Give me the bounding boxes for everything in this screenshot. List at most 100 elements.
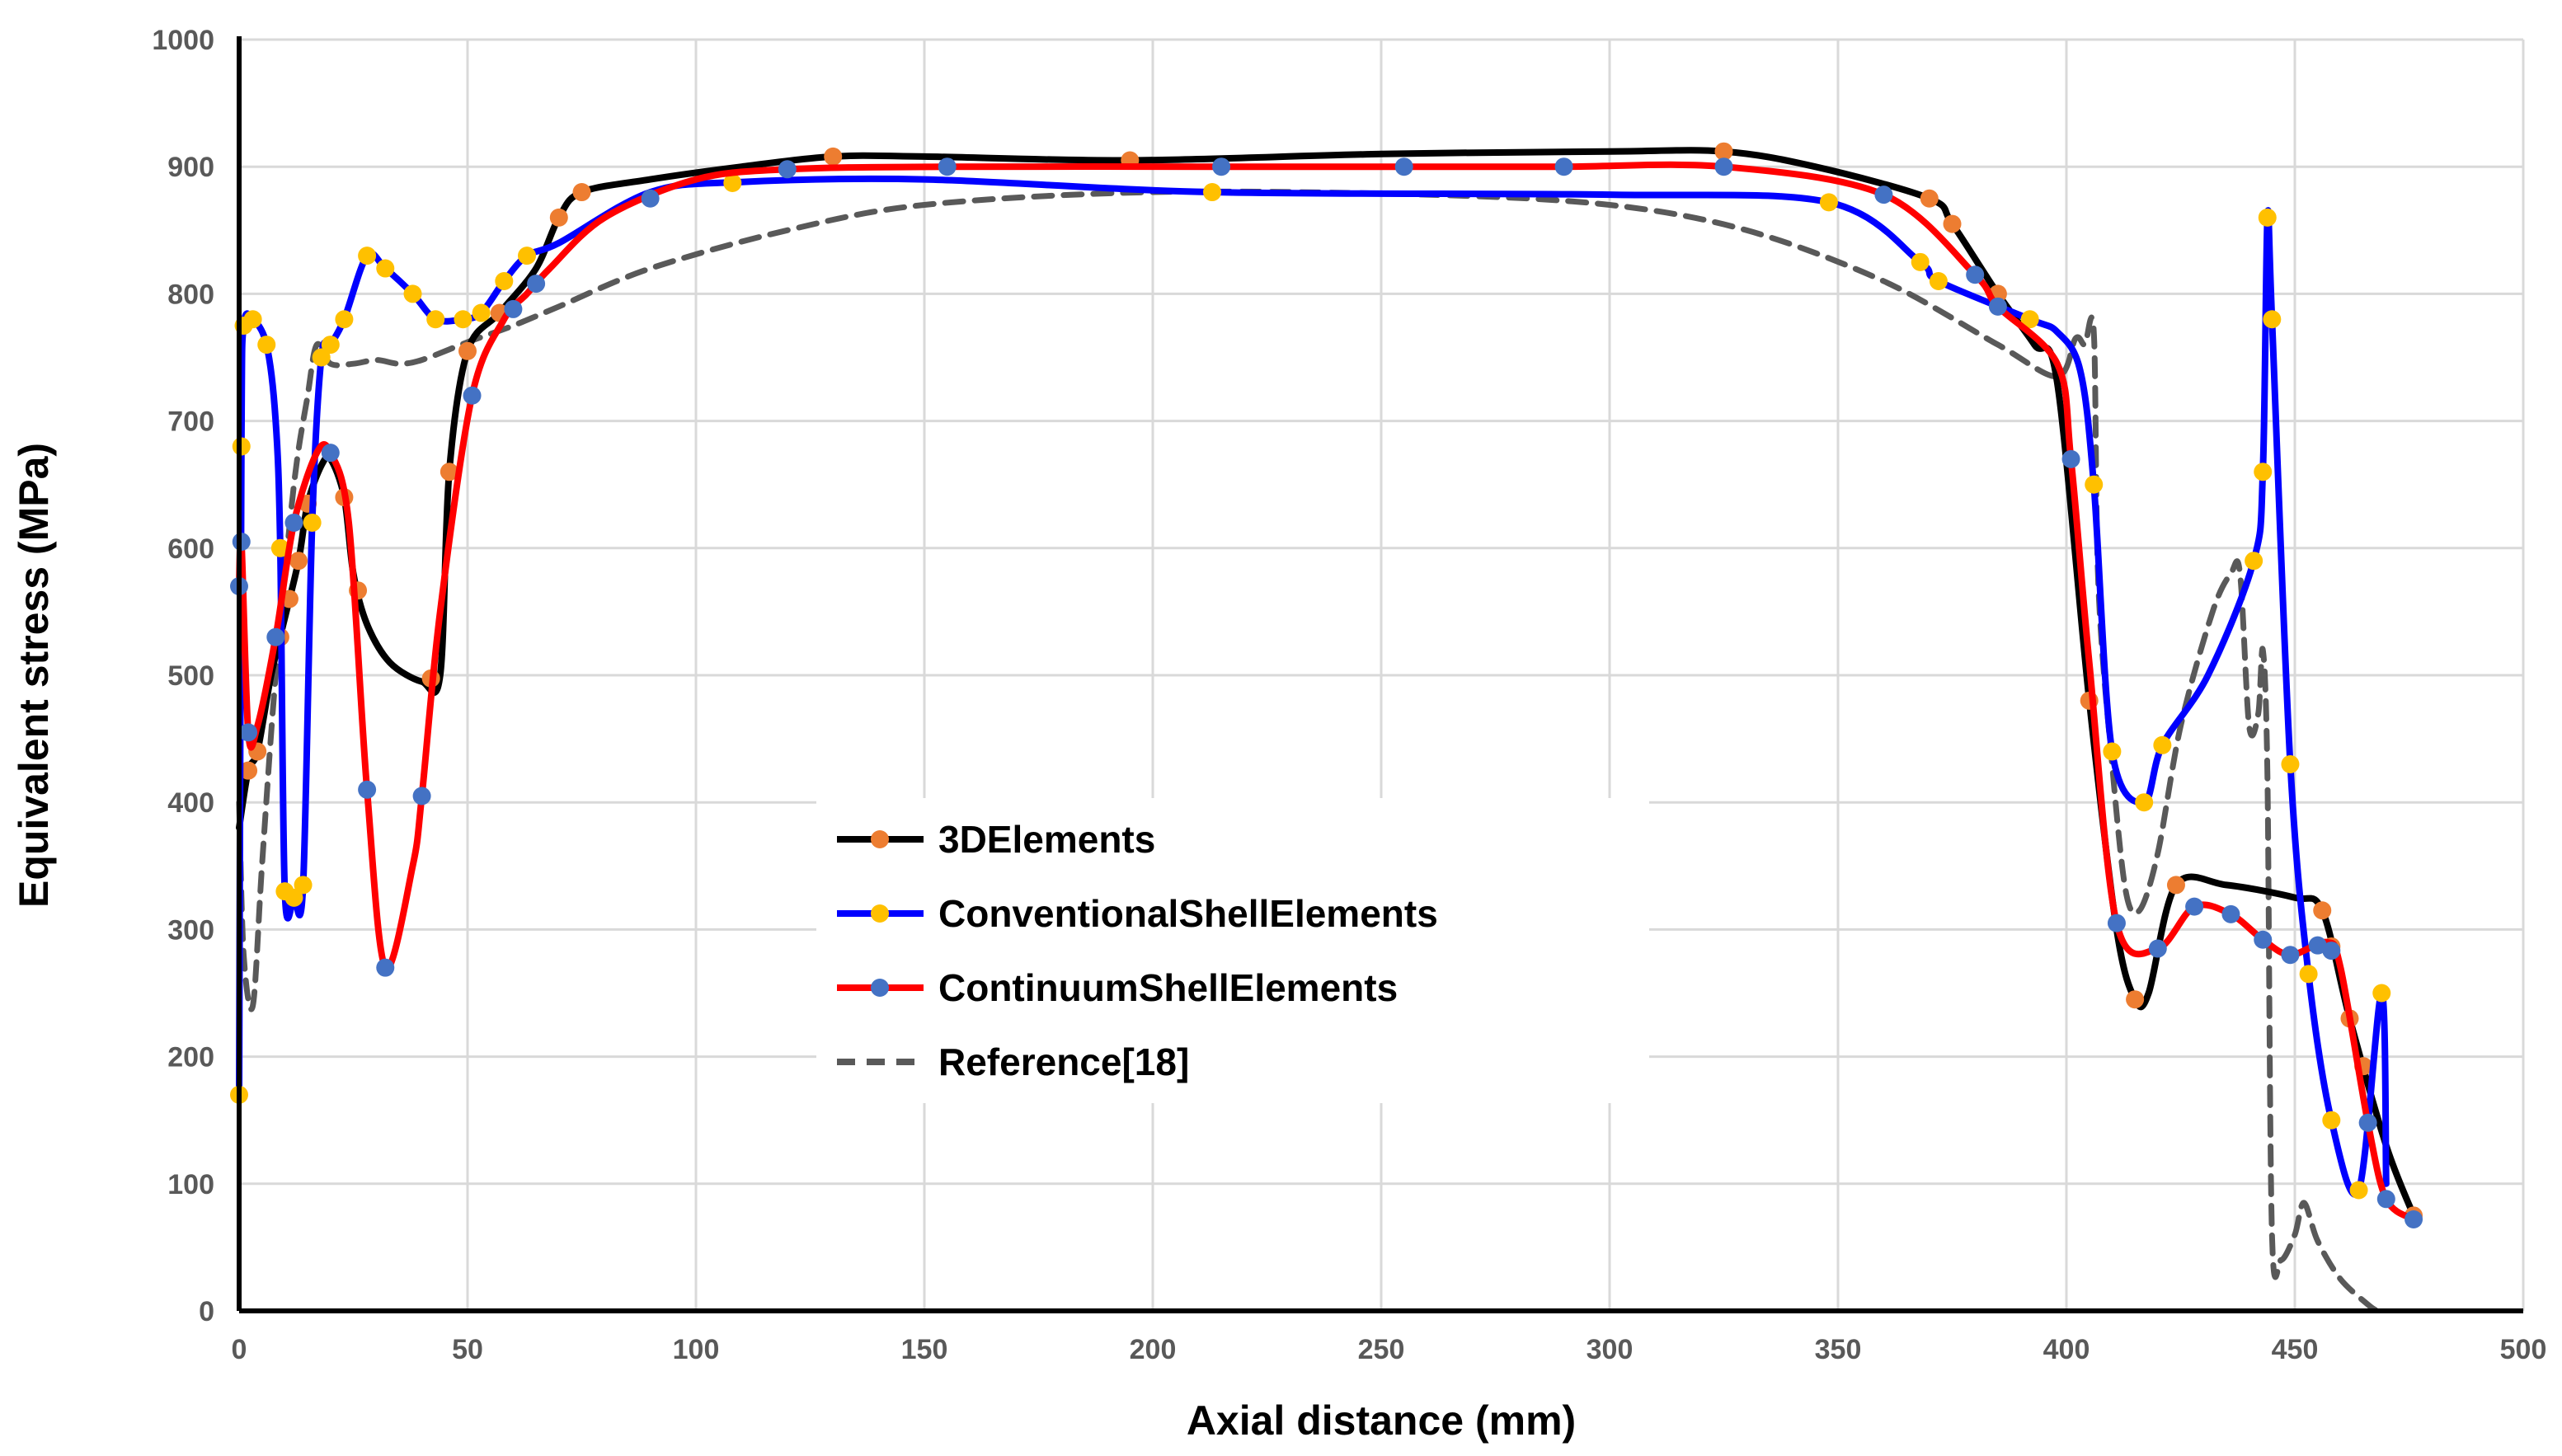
data-point bbox=[518, 247, 537, 265]
legend-entries: 3DElements ConventionalShellElements Conti… bbox=[837, 818, 1438, 1083]
legend-swatch-marker bbox=[871, 979, 889, 997]
y-tick-label: 0 bbox=[199, 1296, 214, 1327]
data-point bbox=[2322, 942, 2341, 960]
legend-label: 3DElements bbox=[938, 818, 1155, 861]
data-point bbox=[2254, 930, 2273, 949]
legend-entry: Reference[18] bbox=[837, 1040, 1189, 1083]
data-point bbox=[2254, 463, 2273, 481]
data-point bbox=[303, 513, 322, 532]
data-point bbox=[321, 336, 340, 355]
x-tick-label: 400 bbox=[2043, 1334, 2090, 1365]
data-point bbox=[426, 310, 445, 329]
data-point bbox=[1988, 297, 2007, 316]
y-tick-label: 400 bbox=[167, 787, 214, 819]
series-layer bbox=[230, 142, 2423, 1314]
data-point bbox=[266, 627, 285, 646]
legend-label: ConventionalShellElements bbox=[938, 892, 1438, 935]
y-tick-label: 500 bbox=[167, 660, 214, 692]
data-point bbox=[2103, 742, 2122, 761]
data-point bbox=[1874, 186, 1893, 204]
data-point bbox=[1212, 157, 1231, 176]
data-point bbox=[1554, 157, 1573, 176]
data-point bbox=[358, 247, 377, 265]
data-point bbox=[2148, 939, 2167, 958]
data-point bbox=[1943, 214, 1962, 233]
data-point bbox=[403, 284, 422, 303]
data-point bbox=[504, 299, 523, 318]
data-point bbox=[938, 157, 957, 176]
data-point bbox=[723, 173, 742, 192]
y-tick-label: 1000 bbox=[152, 25, 214, 56]
data-point bbox=[376, 259, 395, 278]
data-point bbox=[440, 463, 458, 481]
data-point bbox=[2185, 897, 2204, 916]
data-point bbox=[284, 513, 303, 532]
data-point bbox=[243, 310, 262, 329]
data-point bbox=[2153, 735, 2172, 754]
data-point bbox=[239, 761, 258, 780]
data-point bbox=[2221, 904, 2240, 923]
data-point bbox=[2085, 475, 2104, 494]
data-point bbox=[239, 723, 258, 742]
data-point bbox=[270, 538, 289, 557]
data-point bbox=[527, 275, 546, 294]
data-point bbox=[2405, 1209, 2423, 1228]
data-point bbox=[2281, 754, 2300, 773]
legend-swatch-marker bbox=[871, 904, 889, 923]
x-tick-label: 450 bbox=[2272, 1334, 2319, 1365]
x-tick-label: 0 bbox=[232, 1334, 247, 1365]
data-point bbox=[412, 787, 431, 805]
data-point bbox=[778, 160, 797, 179]
data-point bbox=[641, 189, 660, 208]
data-point bbox=[2245, 552, 2263, 571]
data-point bbox=[2126, 990, 2145, 1009]
y-tick-label: 600 bbox=[167, 533, 214, 565]
y-axis-title: Equivalent stress (MPa) bbox=[11, 443, 57, 908]
data-point bbox=[358, 780, 377, 799]
data-point bbox=[321, 444, 340, 463]
data-point bbox=[376, 958, 395, 977]
x-tick-label: 500 bbox=[2500, 1334, 2547, 1365]
tick-labels: 0 50 100 150 200 250 300 350 400 450 500 0 100 200 300… bbox=[152, 25, 2546, 1365]
x-tick-label: 100 bbox=[673, 1334, 720, 1365]
legend-box bbox=[816, 798, 1649, 1103]
data-point bbox=[2322, 1111, 2341, 1130]
data-point bbox=[2281, 946, 2300, 965]
data-point bbox=[2061, 449, 2080, 468]
data-point bbox=[1920, 189, 1939, 208]
data-point bbox=[472, 303, 491, 322]
data-point bbox=[495, 271, 514, 290]
data-point bbox=[289, 552, 308, 571]
y-tick-label: 300 bbox=[167, 914, 214, 946]
data-point bbox=[312, 348, 331, 367]
x-tick-label: 350 bbox=[1815, 1334, 1862, 1365]
legend-entry: ConventionalShellElements bbox=[837, 892, 1438, 935]
data-point bbox=[284, 888, 303, 907]
data-point bbox=[2313, 901, 2332, 920]
data-point bbox=[2263, 310, 2282, 329]
legend-entry: 3DElements bbox=[837, 818, 1155, 861]
legend-label: ContinuumShellElements bbox=[938, 966, 1398, 1009]
data-point bbox=[335, 310, 354, 329]
data-point bbox=[824, 147, 843, 166]
data-point bbox=[1714, 157, 1733, 176]
data-point bbox=[1966, 265, 1985, 284]
legend-swatch-marker bbox=[871, 830, 889, 848]
data-point bbox=[2376, 1190, 2395, 1209]
data-point bbox=[294, 876, 313, 895]
y-tick-label: 200 bbox=[167, 1042, 214, 1073]
x-tick-label: 50 bbox=[452, 1334, 483, 1365]
data-point bbox=[1819, 193, 1838, 212]
legend: 3DElements ConventionalShellElements Conti… bbox=[816, 798, 1649, 1103]
data-point bbox=[2299, 965, 2318, 984]
data-point bbox=[458, 341, 477, 360]
data-point bbox=[1203, 183, 1222, 202]
data-point bbox=[2107, 914, 2126, 932]
x-tick-label: 200 bbox=[1130, 1334, 1177, 1365]
data-point bbox=[549, 208, 568, 227]
data-point bbox=[1394, 157, 1413, 176]
legend-label: Reference[18] bbox=[938, 1040, 1189, 1083]
data-point bbox=[1714, 142, 1733, 161]
